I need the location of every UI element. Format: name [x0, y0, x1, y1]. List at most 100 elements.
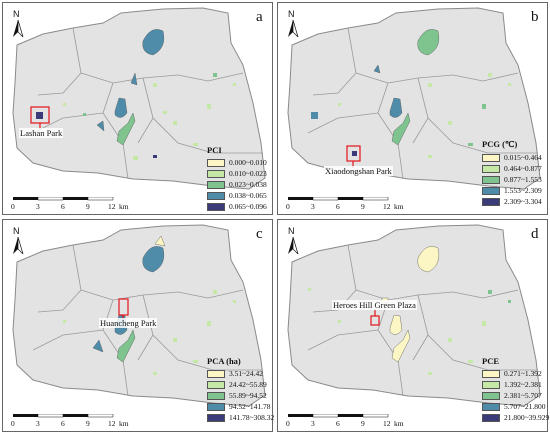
scale-bar: 0 3 6 9 12 km: [9, 414, 129, 430]
legend-title: PCI: [207, 145, 222, 155]
legend-label: 0.015~0.464: [504, 153, 542, 162]
legend-label: 1.553~2.309: [504, 186, 542, 195]
legend-item: 2.309~3.304: [482, 196, 542, 207]
legend-label: 2.381~5.707: [504, 391, 542, 400]
north-arrow-icon: [288, 236, 299, 255]
map-panel-d: d N Heroes Hill Green Plaza PCE 0.271~1.…: [277, 219, 549, 432]
legend-label: 5.707~21.800: [504, 402, 546, 411]
scale-bar-graphic: [288, 197, 389, 201]
legend-label: 0.010~0.023: [229, 169, 267, 178]
panel-letter: a: [256, 9, 263, 25]
north-arrow: N: [286, 9, 300, 38]
scale-tick: 3: [311, 202, 315, 211]
legend-item: 0.877~1.553: [482, 174, 542, 185]
city-map-d: [287, 224, 541, 407]
legend-item: 0.010~0.023: [207, 168, 267, 179]
legend-item: 21.800~39.929: [482, 412, 549, 423]
legend-item: 55.89~94.52: [207, 390, 274, 401]
panel-letter: d: [531, 226, 539, 242]
legend: PCG (℃) 0.015~0.464 0.464~0.877 0.877~1.…: [482, 139, 542, 207]
legend-title: PCG (℃): [482, 139, 518, 149]
legend: PCA (ha) 3.51~24.42 24.42~55.89 55.89~94…: [207, 356, 274, 423]
north-label: N: [288, 9, 295, 19]
scale-tick: 3: [36, 202, 40, 211]
scale-tick: 12: [108, 419, 116, 428]
legend-item: 1.392~2.381: [482, 379, 549, 390]
scale-unit: km: [394, 202, 404, 211]
north-arrow: N: [11, 9, 25, 38]
legend-label: 2.309~3.304: [504, 197, 542, 206]
scale-bar-graphic: [13, 197, 114, 201]
legend-label: 0.023~0.038: [229, 180, 267, 189]
legend-item: 0.000~0.010: [207, 157, 267, 168]
scale-tick: 12: [383, 419, 391, 428]
city-map-a: [12, 7, 266, 190]
scale-bar: 0 3 6 9 12 km: [9, 197, 129, 213]
legend-item: 3.51~24.42: [207, 368, 274, 379]
legend-label: 1.392~2.381: [504, 380, 542, 389]
city-map-b: [287, 7, 541, 190]
panel-letter: b: [531, 9, 539, 25]
scale-tick: 6: [336, 419, 340, 428]
legend: PCI 0.000~0.010 0.010~0.023 0.023~0.038 …: [207, 145, 267, 212]
legend-item: 1.553~2.309: [482, 185, 542, 196]
legend-item: 0.038~0.065: [207, 190, 267, 201]
legend-label: 21.800~39.929: [504, 413, 550, 422]
legend-item: 24.42~55.89: [207, 379, 274, 390]
park-label: Xiaodongshan Park: [324, 166, 393, 176]
legend-title: PCE: [482, 356, 499, 366]
legend-item: 0.065~0.096: [207, 201, 267, 212]
scale-tick: 0: [286, 202, 290, 211]
scale-bar: 0 3 6 9 12 km: [284, 414, 404, 430]
north-label: N: [288, 226, 295, 236]
legend-label: 24.42~55.89: [229, 380, 267, 389]
legend-label: 141.78~308.32: [229, 413, 275, 422]
park-label: Heroes Hill Green Plaza: [332, 300, 417, 310]
legend-label: 0.271~1.392: [504, 369, 542, 378]
scale-bar-graphic: [288, 414, 389, 418]
scale-tick: 6: [61, 419, 65, 428]
legend-label: 0.038~0.065: [229, 191, 267, 200]
scale-tick: 0: [286, 419, 290, 428]
scale-tick: 3: [311, 419, 315, 428]
north-label: N: [13, 226, 20, 236]
legend-label: 55.89~94.52: [229, 391, 267, 400]
legend-label: 94.52~141.78: [229, 402, 271, 411]
scale-unit: km: [119, 202, 129, 211]
legend-label: 0.065~0.096: [229, 202, 267, 211]
map-panel-c: c N Huancheng Park PCA (ha) 3.51~24.42 2…: [2, 219, 274, 432]
north-arrow-icon: [13, 19, 24, 38]
scale-bar: 0 3 6 9 12 km: [284, 197, 404, 213]
scale-tick: 9: [86, 419, 90, 428]
legend-item: 141.78~308.32: [207, 412, 274, 423]
park-label: Huancheng Park: [99, 318, 158, 328]
scale-tick: 0: [11, 202, 15, 211]
scale-tick: 12: [383, 202, 391, 211]
north-arrow-icon: [288, 19, 299, 38]
scale-tick: 6: [61, 202, 65, 211]
legend-title: PCA (ha): [207, 356, 241, 366]
map-panel-a: a N Lashan Park PCI 0.000~0.010 0.010~0.…: [2, 2, 273, 215]
scale-bar-graphic: [13, 414, 114, 418]
legend-label: 0.464~0.877: [504, 164, 542, 173]
legend-label: 0.877~1.553: [504, 175, 542, 184]
north-arrow: N: [286, 226, 300, 255]
legend-item: 0.271~1.392: [482, 368, 549, 379]
scale-tick: 9: [86, 202, 90, 211]
scale-tick: 3: [36, 419, 40, 428]
legend-item: 5.707~21.800: [482, 401, 549, 412]
north-arrow-icon: [13, 236, 24, 255]
scale-tick: 12: [108, 202, 116, 211]
scale-tick: 0: [11, 419, 15, 428]
scale-unit: km: [119, 419, 129, 428]
park-label: Lashan Park: [19, 128, 64, 138]
scale-unit: km: [394, 419, 404, 428]
legend-label: 0.000~0.010: [229, 158, 267, 167]
scale-tick: 6: [336, 202, 340, 211]
legend-item: 0.464~0.877: [482, 163, 542, 174]
map-panel-b: b N Xiaodongshan Park PCG (℃) 0.015~0.46…: [277, 2, 548, 215]
legend-item: 94.52~141.78: [207, 401, 274, 412]
legend-item: 0.015~0.464: [482, 152, 542, 163]
panel-letter: c: [256, 226, 263, 242]
legend-label: 3.51~24.42: [229, 369, 264, 378]
